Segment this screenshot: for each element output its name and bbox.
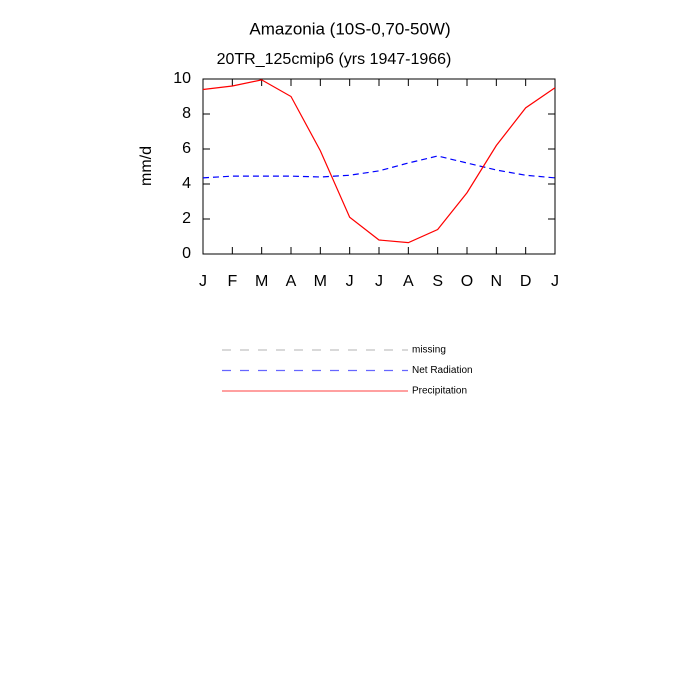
y-tick-label: 8 — [182, 105, 191, 122]
chart-title: Amazonia (10S-0,70-50W) — [249, 19, 450, 38]
legend-label: Net Radiation — [412, 365, 473, 376]
chart-subtitle: 20TR_125cmip6 (yrs 1947-1966) — [217, 51, 452, 68]
y-tick-label: 2 — [182, 210, 191, 227]
x-tick-label: M — [255, 273, 268, 290]
y-axis-label: mm/d — [138, 146, 155, 186]
x-tick-label: O — [461, 273, 473, 290]
x-tick-label: J — [199, 273, 207, 290]
y-tick-label: 6 — [182, 140, 191, 157]
x-tick-label: M — [314, 273, 327, 290]
x-tick-label: N — [491, 273, 503, 290]
legend-label: missing — [412, 345, 446, 356]
legend-label: Precipitation — [412, 386, 467, 397]
x-tick-label: F — [227, 273, 237, 290]
y-tick-label: 4 — [182, 175, 191, 192]
x-tick-label: J — [346, 273, 354, 290]
x-tick-label: J — [375, 273, 383, 290]
x-tick-label: A — [286, 273, 297, 290]
series-line — [202, 79, 556, 244]
x-tick-label: J — [551, 273, 559, 290]
x-tick-label: S — [432, 273, 443, 290]
y-tick-label: 10 — [173, 70, 191, 87]
x-tick-label: A — [403, 273, 414, 290]
x-tick-label: D — [520, 273, 532, 290]
y-tick-label: 0 — [182, 245, 191, 262]
